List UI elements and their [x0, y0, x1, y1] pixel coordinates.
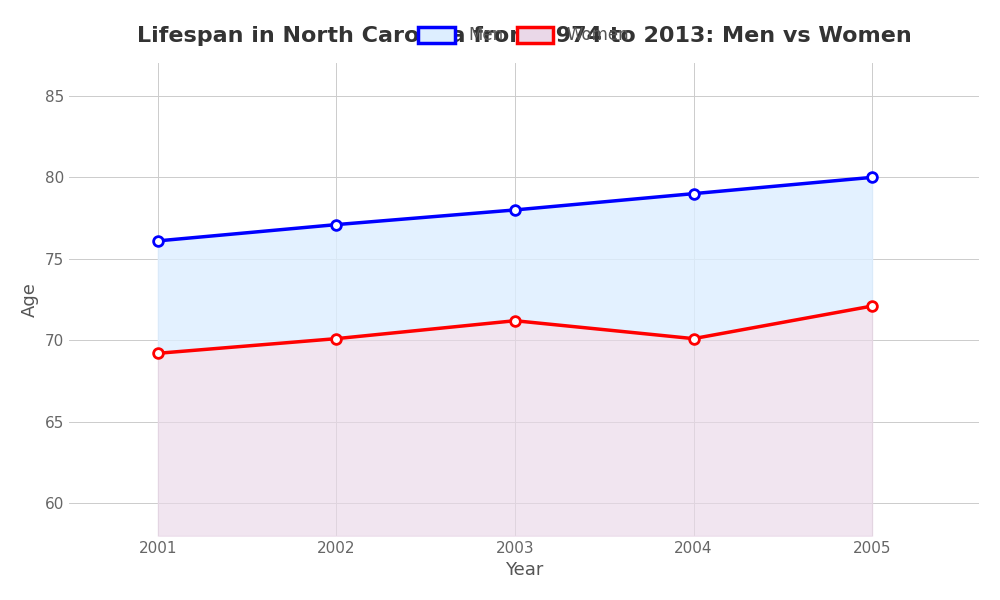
X-axis label: Year: Year — [505, 561, 543, 579]
Title: Lifespan in North Carolina from 1974 to 2013: Men vs Women: Lifespan in North Carolina from 1974 to … — [137, 26, 911, 46]
Legend: Men, Women: Men, Women — [412, 20, 636, 51]
Y-axis label: Age: Age — [21, 282, 39, 317]
